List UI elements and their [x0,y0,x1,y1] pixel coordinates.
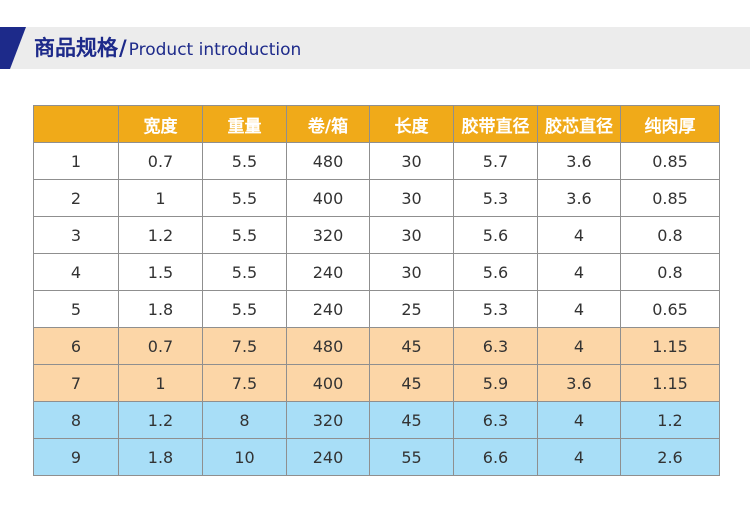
table-cell: 1.2 [118,216,203,254]
table-row: 1 0.7 5.5 480 30 5.7 3.6 0.85 [33,142,720,180]
table-cell: 30 [369,179,454,217]
table-cell: 6.3 [453,327,538,365]
column-header: 纯肉厚 [620,105,720,143]
table-cell: 10 [202,438,287,476]
table-cell: 45 [369,401,454,439]
row-index-cell: 5 [33,290,119,328]
table-cell: 5.5 [202,142,287,180]
table-cell: 8 [202,401,287,439]
column-header: 长度 [369,105,454,143]
table-cell: 5.9 [453,364,538,402]
section-title-en: Product introduction [128,40,302,60]
row-index-cell: 7 [33,364,119,402]
table-cell: 4 [537,401,621,439]
column-header: 胶芯直径 [537,105,621,143]
table-cell: 25 [369,290,454,328]
table-cell: 240 [286,438,370,476]
row-index-cell: 6 [33,327,119,365]
table-cell: 0.65 [620,290,720,328]
table-cell: 1 [118,179,203,217]
spec-table: 宽度 重量 卷/箱 长度 胶带直径 胶芯直径 纯肉厚 1 0.7 5.5 480 30 5.7 3.6 0… [33,105,720,476]
column-header: 胶带直径 [453,105,538,143]
table-cell: 0.7 [118,327,203,365]
table-row: 5 1.8 5.5 240 25 5.3 4 0.65 [33,290,720,328]
table-row: 2 1 5.5 400 30 5.3 3.6 0.85 [33,179,720,217]
column-header [33,105,119,143]
table-cell: 0.8 [620,253,720,291]
table-cell: 1.8 [118,438,203,476]
table-cell: 5.7 [453,142,538,180]
table-cell: 7.5 [202,364,287,402]
table-cell: 0.85 [620,142,720,180]
table-cell: 6.6 [453,438,538,476]
row-index-cell: 8 [33,401,119,439]
table-cell: 2.6 [620,438,720,476]
row-index-cell: 4 [33,253,119,291]
table-cell: 400 [286,179,370,217]
table-cell: 55 [369,438,454,476]
row-index-cell: 1 [33,142,119,180]
row-index-cell: 9 [33,438,119,476]
table-cell: 5.5 [202,253,287,291]
table-cell: 45 [369,364,454,402]
table-cell: 1.5 [118,253,203,291]
table-row: 4 1.5 5.5 240 30 5.6 4 0.8 [33,253,720,291]
table-row: 8 1.2 8 320 45 6.3 4 1.2 [33,401,720,439]
row-index-cell: 2 [33,179,119,217]
table-cell: 7.5 [202,327,287,365]
table-cell: 1.15 [620,327,720,365]
table-cell: 5.6 [453,216,538,254]
table-cell: 240 [286,290,370,328]
table-cell: 5.5 [202,179,287,217]
table-header-row: 宽度 重量 卷/箱 长度 胶带直径 胶芯直径 纯肉厚 [33,105,720,143]
section-title: 商品规格/Product introduction [34,27,301,69]
table-cell: 0.85 [620,179,720,217]
table-cell: 1.2 [118,401,203,439]
table-cell: 5.5 [202,216,287,254]
table-cell: 240 [286,253,370,291]
table-cell: 0.7 [118,142,203,180]
table-cell: 480 [286,327,370,365]
table-cell: 5.3 [453,290,538,328]
column-header: 卷/箱 [286,105,370,143]
column-header: 重量 [202,105,287,143]
table-row: 9 1.8 10 240 55 6.6 4 2.6 [33,438,720,476]
table-cell: 3.6 [537,142,621,180]
table-cell: 4 [537,290,621,328]
table-cell: 320 [286,216,370,254]
table-cell: 480 [286,142,370,180]
table-cell: 4 [537,216,621,254]
table-cell: 4 [537,327,621,365]
banner-accent-stripe-icon [0,27,26,69]
table-row: 7 1 7.5 400 45 5.9 3.6 1.15 [33,364,720,402]
table-row: 3 1.2 5.5 320 30 5.6 4 0.8 [33,216,720,254]
section-title-zh: 商品规格 [34,36,118,60]
table-cell: 5.6 [453,253,538,291]
table-cell: 3.6 [537,179,621,217]
table-cell: 3.6 [537,364,621,402]
row-index-cell: 3 [33,216,119,254]
table-body: 1 0.7 5.5 480 30 5.7 3.6 0.85 2 1 5.5 400 30 5.3 3.6 0.… [33,142,720,476]
table-cell: 1.2 [620,401,720,439]
table-cell: 1.8 [118,290,203,328]
table-cell: 6.3 [453,401,538,439]
table-cell: 5.5 [202,290,287,328]
table-row: 6 0.7 7.5 480 45 6.3 4 1.15 [33,327,720,365]
table-cell: 30 [369,142,454,180]
table-cell: 1 [118,364,203,402]
table-cell: 0.8 [620,216,720,254]
table-cell: 320 [286,401,370,439]
table-cell: 4 [537,438,621,476]
section-title-slash: / [119,36,127,60]
table-cell: 45 [369,327,454,365]
table-cell: 5.3 [453,179,538,217]
table-cell: 400 [286,364,370,402]
table-cell: 30 [369,216,454,254]
column-header: 宽度 [118,105,203,143]
table-cell: 4 [537,253,621,291]
table-cell: 1.15 [620,364,720,402]
table-cell: 30 [369,253,454,291]
title-banner: 商品规格/Product introduction [0,27,750,69]
